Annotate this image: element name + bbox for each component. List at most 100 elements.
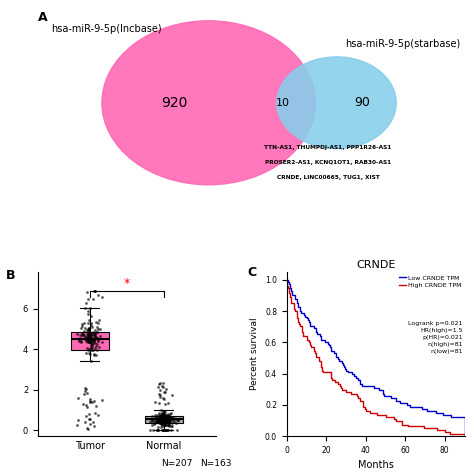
Point bbox=[91, 422, 98, 430]
Point bbox=[164, 426, 171, 434]
Point bbox=[155, 411, 163, 419]
Point bbox=[84, 295, 91, 303]
Point bbox=[161, 409, 169, 416]
X-axis label: Months: Months bbox=[358, 460, 393, 470]
Point bbox=[75, 337, 83, 345]
Point bbox=[160, 415, 168, 422]
Point bbox=[89, 398, 96, 406]
Point bbox=[154, 419, 162, 426]
Point bbox=[159, 411, 166, 419]
Point bbox=[94, 336, 101, 343]
Point bbox=[158, 426, 166, 434]
Point bbox=[82, 349, 90, 356]
Point bbox=[165, 420, 173, 428]
Point bbox=[94, 340, 101, 348]
Point bbox=[155, 419, 163, 427]
Point bbox=[164, 418, 172, 425]
Point bbox=[161, 414, 168, 421]
Point bbox=[86, 350, 93, 358]
Point bbox=[74, 394, 82, 401]
Point bbox=[165, 417, 173, 425]
Point bbox=[83, 330, 91, 338]
Point bbox=[90, 296, 97, 303]
Point bbox=[158, 413, 165, 421]
Point bbox=[83, 389, 91, 397]
Point bbox=[161, 395, 168, 402]
Point bbox=[156, 393, 164, 401]
Point bbox=[158, 415, 166, 423]
Point bbox=[173, 426, 181, 434]
Point bbox=[164, 415, 172, 422]
Point bbox=[157, 419, 164, 427]
Point bbox=[151, 399, 159, 406]
Point bbox=[163, 416, 170, 424]
Point bbox=[159, 426, 166, 434]
Point bbox=[86, 395, 94, 403]
Point bbox=[158, 421, 165, 428]
Point bbox=[82, 412, 90, 419]
Point bbox=[91, 332, 99, 340]
Point bbox=[91, 327, 99, 334]
Point bbox=[160, 411, 168, 419]
Point bbox=[162, 421, 169, 428]
Point bbox=[86, 397, 93, 404]
Point bbox=[87, 357, 95, 365]
Point bbox=[163, 417, 171, 424]
Point bbox=[162, 414, 170, 421]
Point bbox=[79, 323, 86, 330]
Point bbox=[85, 326, 93, 333]
Point bbox=[84, 338, 91, 346]
Text: TTN-AS1, THUMPDJ-AS1, PPP1R26-AS1: TTN-AS1, THUMPDJ-AS1, PPP1R26-AS1 bbox=[264, 146, 392, 150]
Point bbox=[158, 411, 165, 419]
Point bbox=[154, 418, 162, 426]
Point bbox=[157, 419, 165, 426]
Point bbox=[88, 336, 96, 343]
Point bbox=[85, 324, 93, 332]
Point bbox=[159, 419, 166, 427]
Text: PROSER2-AS1, KCNQ1OT1, RAB30-AS1: PROSER2-AS1, KCNQ1OT1, RAB30-AS1 bbox=[265, 160, 391, 165]
Point bbox=[162, 419, 170, 427]
Point bbox=[152, 417, 159, 425]
Point bbox=[84, 325, 91, 332]
Point bbox=[85, 349, 93, 357]
Point bbox=[161, 421, 168, 428]
Point bbox=[82, 333, 89, 341]
Point bbox=[164, 414, 172, 422]
Point bbox=[160, 420, 168, 428]
Point bbox=[159, 419, 166, 427]
Point bbox=[161, 426, 168, 434]
Point bbox=[94, 411, 101, 419]
PathPatch shape bbox=[145, 416, 183, 422]
Point bbox=[88, 324, 95, 331]
Point bbox=[171, 416, 178, 424]
Point bbox=[165, 418, 173, 425]
Point bbox=[155, 414, 163, 422]
Point bbox=[85, 345, 93, 353]
Circle shape bbox=[277, 57, 396, 149]
Point bbox=[148, 417, 155, 424]
Point bbox=[91, 288, 99, 295]
Point bbox=[91, 398, 98, 405]
Point bbox=[89, 328, 97, 336]
Point bbox=[98, 338, 105, 346]
Point bbox=[161, 417, 168, 425]
Point bbox=[86, 335, 93, 342]
Circle shape bbox=[102, 21, 315, 185]
Point bbox=[158, 412, 165, 420]
Point bbox=[164, 421, 172, 428]
Point bbox=[146, 418, 154, 425]
Point bbox=[82, 333, 89, 341]
Point bbox=[155, 383, 162, 391]
Point bbox=[80, 328, 88, 335]
Point bbox=[158, 412, 166, 420]
Point bbox=[87, 330, 94, 337]
Point bbox=[81, 384, 89, 392]
Point bbox=[156, 391, 164, 399]
Point bbox=[90, 351, 98, 358]
Point bbox=[163, 415, 171, 422]
Point bbox=[156, 412, 164, 420]
Point bbox=[85, 316, 93, 323]
Point bbox=[73, 330, 81, 337]
Point bbox=[148, 418, 156, 425]
Point bbox=[162, 413, 169, 421]
